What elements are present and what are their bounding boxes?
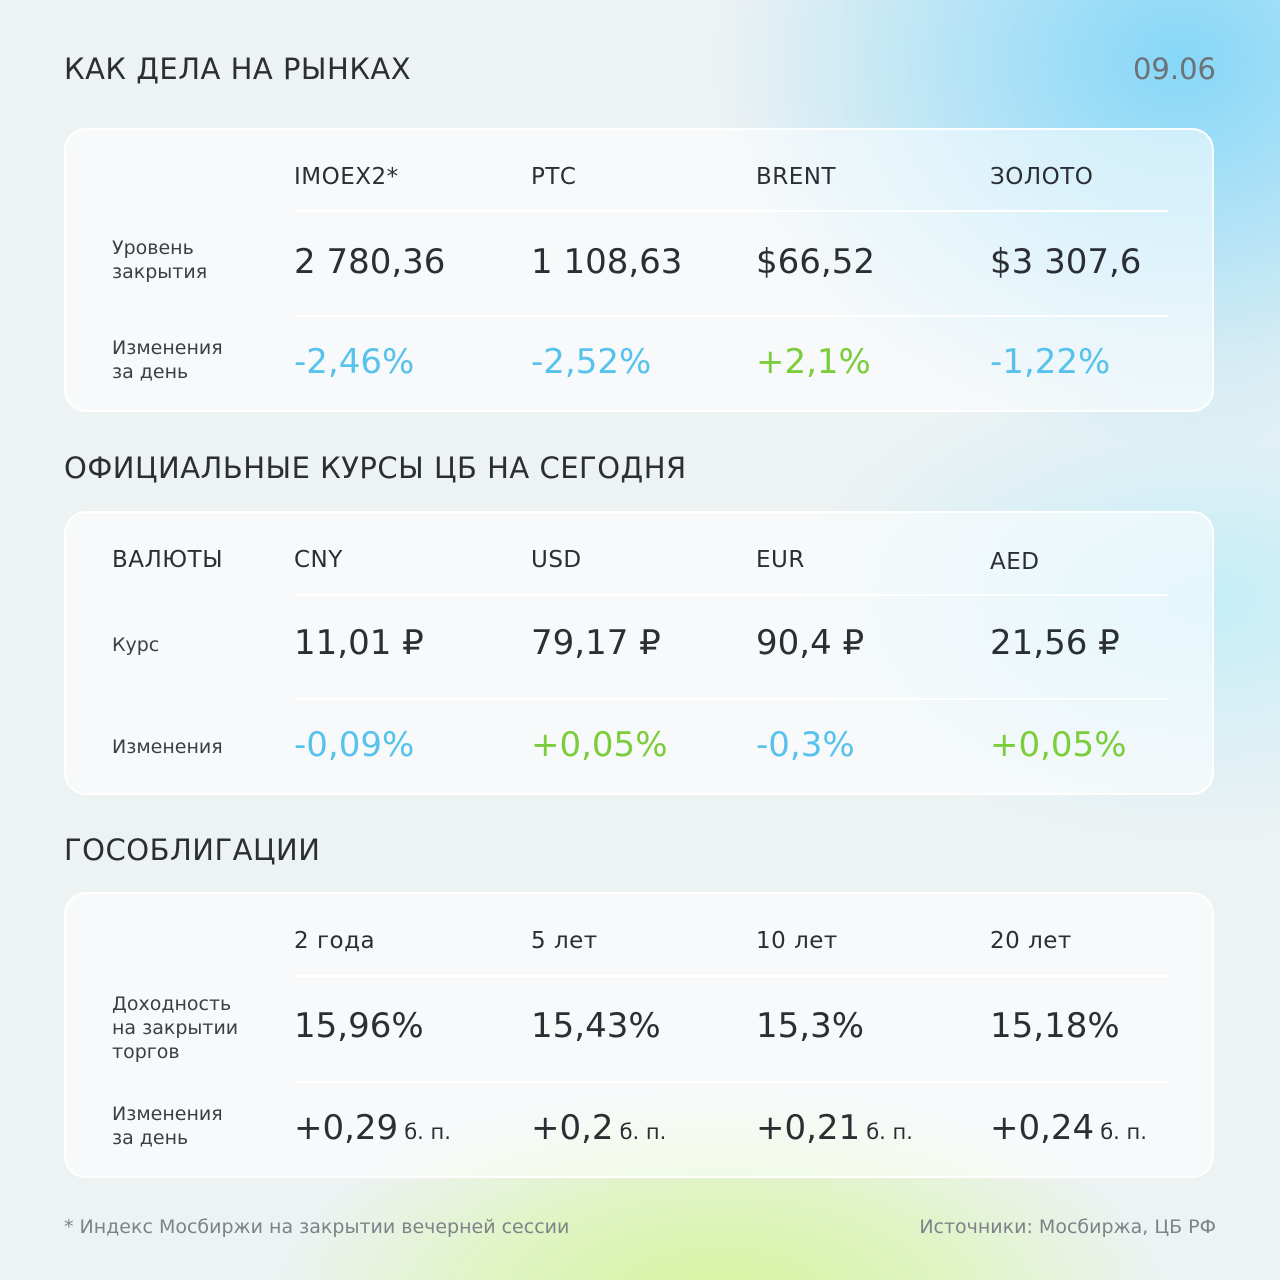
close-value-imoex2: 2 780,36 [294,242,446,282]
page-title: КАК ДЕЛА НА РЫНКАХ [64,52,412,86]
divider [294,1081,1168,1083]
column-header-2y: 2 года [294,928,376,954]
change-value-20y: +0,24 б. п. [990,1108,1147,1148]
row-label-change: Изменения за день [112,1103,223,1149]
change-value-rts: -2,52% [531,342,652,382]
change-number: +0,2 [531,1108,614,1148]
yield-value-5y: 15,43% [531,1006,661,1046]
change-unit: б. п. [866,1120,913,1144]
column-header-imoex2: IMOEX2* [294,164,399,190]
close-value-rts: 1 108,63 [531,242,683,282]
rates-card: ВАЛЮТЫ CNY USD EUR AED Курс 11,01 ₽ 79,1… [64,511,1214,795]
row-label-change: Изменения за день [112,337,223,383]
row-label-yield: Доходность на закрытии торгов [112,993,239,1063]
row-label-rate: Курс [112,634,160,656]
markets-card: IMOEX2* РТС BRENT ЗОЛОТО Уровень закрыти… [64,128,1214,412]
change-number: +0,24 [990,1108,1095,1148]
close-value-brent: $66,52 [756,242,875,282]
change-value-gold: -1,22% [990,342,1111,382]
section-title-bonds: ГОСОБЛИГАЦИИ [64,833,321,867]
column-header-20y: 20 лет [990,928,1072,954]
change-value-eur: -0,3% [756,725,855,765]
change-value-usd: +0,05% [531,725,668,765]
yield-value-2y: 15,96% [294,1006,424,1046]
column-header-usd: USD [531,547,582,573]
change-value-10y: +0,21 б. п. [756,1108,913,1148]
bonds-card: 2 года 5 лет 10 лет 20 лет Доходность на… [64,892,1214,1178]
date-label: 09.06 [1132,52,1216,86]
change-value-aed: +0,05% [990,725,1127,765]
change-unit: б. п. [619,1120,667,1144]
divider [294,698,1168,700]
change-unit: б. п. [404,1120,451,1144]
divider [294,594,1168,596]
column-header-10y: 10 лет [756,928,838,954]
section-title-rates: ОФИЦИАЛЬНЫЕ КУРСЫ ЦБ НА СЕГОДНЯ [64,451,687,485]
sources-note: Источники: Мосбиржа, ЦБ РФ [919,1216,1216,1238]
change-value-imoex2: -2,46% [294,342,415,382]
column-header-cny: CNY [294,547,343,573]
column-header-rts: РТС [531,164,577,190]
column-header-aed: AED [990,549,1040,575]
column-header-eur: EUR [756,547,805,573]
yield-value-10y: 15,3% [756,1006,865,1046]
column-header-currencies: ВАЛЮТЫ [112,547,223,573]
divider [294,975,1168,977]
change-unit: б. п. [1100,1120,1147,1144]
yield-value-20y: 15,18% [990,1006,1120,1046]
column-header-gold: ЗОЛОТО [990,164,1094,190]
row-label-change: Изменения [112,736,223,758]
change-value-cny: -0,09% [294,725,415,765]
rate-value-usd: 79,17 ₽ [531,623,661,663]
column-header-brent: BRENT [756,164,837,190]
rate-value-cny: 11,01 ₽ [294,623,424,663]
row-label-close: Уровень закрытия [112,237,208,283]
change-number: +0,29 [294,1108,399,1148]
change-value-5y: +0,2 б. п. [531,1108,666,1148]
column-header-5y: 5 лет [531,928,598,954]
change-number: +0,21 [756,1108,861,1148]
divider [294,315,1168,317]
change-value-brent: +2,1% [756,342,871,382]
divider [294,210,1168,212]
rate-value-aed: 21,56 ₽ [990,623,1120,663]
rate-value-eur: 90,4 ₽ [756,623,865,663]
close-value-gold: $3 307,6 [990,242,1142,282]
footnote: * Индекс Мосбиржи на закрытии вечерней с… [64,1216,570,1238]
change-value-2y: +0,29 б. п. [294,1108,451,1148]
